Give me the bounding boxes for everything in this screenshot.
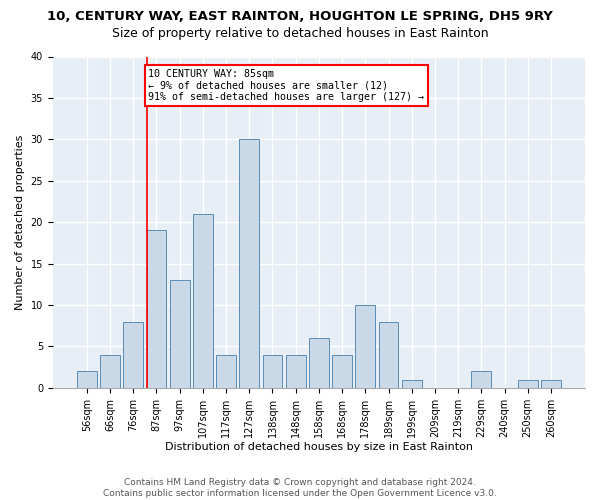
Bar (286, 354, 305, 388)
Bar (472, 372, 491, 388)
Text: 10 CENTURY WAY: 85sqm
← 9% of detached houses are smaller (12)
91% of semi-detac: 10 CENTURY WAY: 85sqm ← 9% of detached h… (148, 69, 424, 102)
Bar (124, 322, 143, 388)
Bar (170, 280, 190, 388)
Text: 10, CENTURY WAY, EAST RAINTON, HOUGHTON LE SPRING, DH5 9RY: 10, CENTURY WAY, EAST RAINTON, HOUGHTON … (47, 10, 553, 23)
Bar (216, 354, 236, 388)
Bar (541, 380, 561, 388)
X-axis label: Distribution of detached houses by size in East Rainton: Distribution of detached houses by size … (165, 442, 473, 452)
Bar (193, 214, 213, 388)
Bar (263, 354, 283, 388)
Bar (332, 354, 352, 388)
Bar (402, 380, 422, 388)
Bar (309, 338, 329, 388)
Bar (239, 140, 259, 388)
Text: Contains HM Land Registry data © Crown copyright and database right 2024.
Contai: Contains HM Land Registry data © Crown c… (103, 478, 497, 498)
Bar (518, 380, 538, 388)
Bar (77, 372, 97, 388)
Bar (146, 230, 166, 388)
Y-axis label: Number of detached properties: Number of detached properties (15, 134, 25, 310)
Bar (355, 305, 375, 388)
Bar (379, 322, 398, 388)
Text: Size of property relative to detached houses in East Rainton: Size of property relative to detached ho… (112, 28, 488, 40)
Bar (100, 354, 120, 388)
